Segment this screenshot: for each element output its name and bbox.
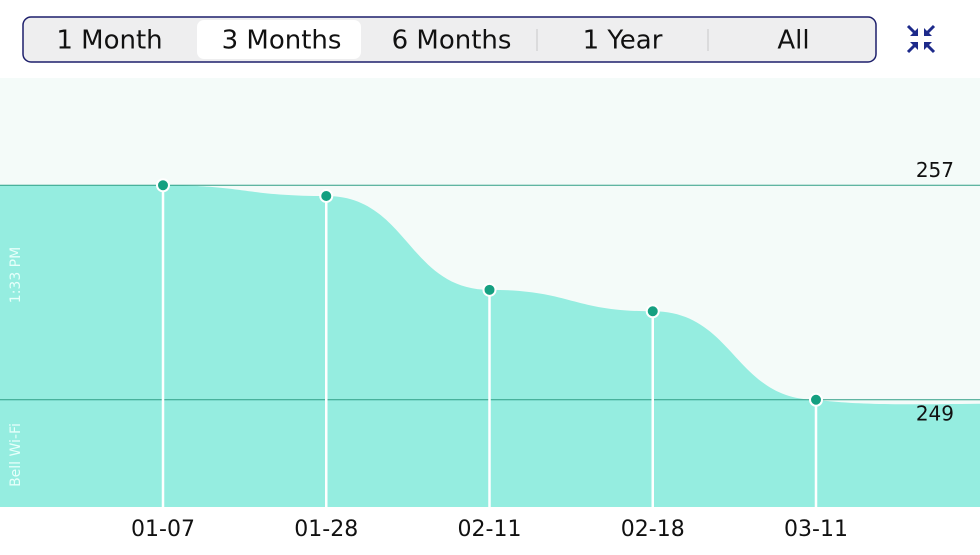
y-tick-label: 249 (916, 401, 954, 425)
tab[interactable]: 1 Year (583, 26, 663, 56)
tab[interactable]: 1 Month (56, 26, 162, 56)
point (482, 282, 497, 297)
point (319, 188, 334, 203)
tab[interactable]: All (777, 26, 809, 56)
x-tick-label: 01-07 (131, 517, 195, 542)
y-tick-label: 257 (916, 158, 954, 182)
area-extension (0, 185, 163, 507)
x-tick-label: 02-11 (458, 517, 522, 542)
point (809, 392, 823, 407)
tab-selected (197, 20, 361, 59)
x-tick-label: 02-18 (621, 517, 685, 542)
point (645, 304, 660, 319)
area-extension (816, 399, 980, 507)
tab[interactable]: 6 Months (392, 26, 512, 56)
status-network: Bell Wi-Fi (8, 423, 24, 487)
tab[interactable]: 3 Months (222, 26, 342, 56)
x-tick-label: 01-28 (294, 517, 358, 542)
status-time: 1:33 PM (8, 247, 24, 303)
collapse-icon[interactable] (906, 24, 936, 54)
x-tick-label: 03-11 (784, 517, 848, 542)
point (156, 178, 170, 193)
